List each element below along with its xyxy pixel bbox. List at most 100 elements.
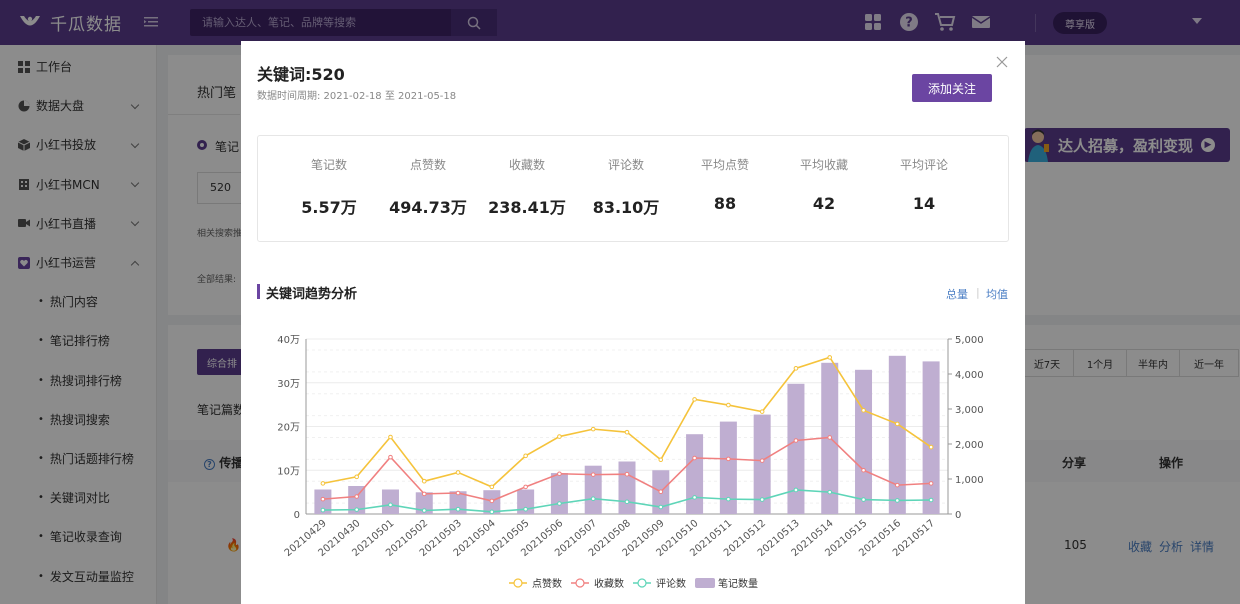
close-icon[interactable]	[995, 55, 1009, 69]
sidebar-item-mcn[interactable]: 小红书MCN	[0, 165, 156, 204]
toggle-total[interactable]: 总量	[946, 288, 968, 301]
series-point	[928, 444, 934, 450]
tab-half-year[interactable]: 半年内	[1127, 350, 1180, 376]
bar-note-count	[618, 461, 636, 514]
brand-logo[interactable]: 千瓜数据	[0, 10, 130, 35]
series-point	[793, 366, 799, 371]
stat-label: 点赞数	[409, 158, 446, 172]
cube-icon	[18, 138, 30, 151]
bar-note-count	[348, 486, 366, 514]
modal-title: 关键词:520	[257, 65, 345, 84]
series-point	[557, 434, 562, 439]
table-header-share: 分享	[1062, 456, 1087, 470]
help-icon[interactable]: ?	[204, 459, 215, 470]
sidebar-subitem-keyword-compare[interactable]: 关键词对比	[0, 478, 156, 517]
stat-label: 平均评论	[899, 158, 948, 172]
bar-note-count	[584, 465, 602, 514]
promo-banner[interactable]: 达人招募，盈利变现 ▶	[1024, 128, 1230, 162]
heart-badge-icon	[18, 256, 30, 269]
row-action-detail[interactable]: 详情	[1190, 540, 1215, 554]
sidebar-item-workbench[interactable]: 工作台	[0, 47, 156, 86]
tab-1-month[interactable]: 1个月	[1074, 350, 1127, 376]
top-nav-bar: 千瓜数据 ? 尊享版	[0, 0, 1240, 45]
series-point	[590, 472, 596, 477]
table-header-spread: ? 传播	[204, 454, 243, 471]
bar-note-count	[550, 473, 568, 514]
pie-chart-icon	[18, 100, 30, 112]
bar-note-count	[922, 361, 940, 514]
menu-toggle-icon[interactable]	[144, 13, 164, 32]
y-right-tick-label: 3,000	[955, 405, 984, 416]
search-button[interactable]	[451, 9, 497, 36]
series-point	[692, 495, 697, 500]
keyword-detail-modal: 关键词:520 数据时间周期: 2021-02-18 至 2021-05-18 …	[241, 41, 1025, 604]
stat-value: 42	[812, 194, 836, 213]
all-results-label: 全部结果:	[197, 275, 237, 285]
svg-text:?: ?	[905, 16, 913, 31]
row-action-favorite[interactable]: 收藏	[1128, 540, 1153, 554]
trend-section-title: 关键词趋势分析	[266, 287, 358, 302]
brand-name: 千瓜数据	[50, 15, 122, 35]
top-icon-group: ?	[862, 11, 992, 33]
divider	[1035, 14, 1036, 32]
series-point	[726, 402, 731, 408]
series-point	[320, 496, 326, 502]
stat-label: 平均收藏	[799, 158, 848, 172]
series-point	[489, 484, 495, 490]
section-accent-bar	[257, 284, 260, 299]
stat-value: 83.10万	[592, 198, 660, 217]
chevron-down-icon[interactable]	[1192, 18, 1202, 24]
video-icon	[18, 217, 30, 229]
series-point	[827, 489, 833, 495]
sidebar-item-label: 小红书直播	[36, 216, 97, 231]
bar-note-count	[415, 492, 433, 514]
sidebar-subitem-hot-topic-ranking[interactable]: 热门话题排行榜	[0, 439, 156, 478]
tab-1-year[interactable]: 近一年	[1194, 359, 1224, 371]
sidebar-item-label: 数据大盘	[36, 99, 85, 114]
toggle-average[interactable]: 均值	[986, 288, 1008, 301]
sidebar-subitem-hot-search-ranking[interactable]: 热搜词排行榜	[0, 361, 156, 400]
series-point	[928, 497, 934, 503]
tab-hot-notes[interactable]: 热门笔	[197, 86, 237, 101]
legend-label: 收藏数	[594, 577, 624, 590]
add-follow-button[interactable]: 添加关注	[912, 74, 992, 102]
series-point	[557, 471, 562, 477]
vip-badge[interactable]: 尊享版	[1053, 12, 1107, 34]
search-icon	[467, 16, 481, 30]
series-point	[759, 409, 765, 414]
sort-comprehensive-button[interactable]: 综合排	[197, 349, 243, 375]
sidebar-item-live[interactable]: 小红书直播	[0, 204, 156, 243]
mail-icon[interactable]	[970, 11, 992, 33]
arrow-right-icon: ▶	[1201, 138, 1216, 152]
apps-grid-icon[interactable]	[862, 11, 884, 33]
grid-icon	[18, 60, 30, 73]
sidebar-subitem-note-index-query[interactable]: 笔记收录查询	[0, 517, 156, 556]
sidebar-subitem-hot-content[interactable]: 热门内容	[0, 282, 156, 321]
series-point	[759, 458, 765, 463]
cart-icon[interactable]	[934, 11, 956, 33]
series-point	[388, 454, 393, 460]
stat-value: 494.73万	[389, 198, 467, 217]
sidebar-subitem-interaction-monitor[interactable]: 发文互动量监控	[0, 556, 156, 595]
radio-button[interactable]	[197, 140, 207, 150]
sidebar-item-operations[interactable]: 小红书运营	[0, 243, 156, 282]
help-icon[interactable]: ?	[898, 11, 920, 33]
sidebar-item-label: 工作台	[36, 60, 73, 75]
sidebar-subitem-hot-search[interactable]: 热搜词搜索	[0, 400, 156, 439]
sidebar-item-dashboard[interactable]: 数据大盘	[0, 86, 156, 125]
search-input[interactable]	[190, 9, 451, 36]
y-left-tick-label: 10万	[277, 466, 300, 477]
series-point	[861, 467, 866, 473]
series-point	[421, 508, 427, 513]
y-left-tick-label: 40万	[277, 335, 300, 346]
series-point	[726, 456, 731, 462]
series-point	[590, 496, 596, 501]
bar-note-count	[449, 491, 467, 514]
tab-7-days[interactable]: 近7天	[1021, 350, 1074, 376]
series-point	[455, 490, 461, 496]
sidebar-subitem-note-ranking[interactable]: 笔记排行榜	[0, 321, 156, 360]
series-point	[726, 496, 731, 502]
row-action-analyze[interactable]: 分析	[1159, 540, 1184, 554]
sidebar-item-ad-placement[interactable]: 小红书投放	[0, 125, 156, 164]
flame-icon: 🔥	[226, 538, 241, 552]
